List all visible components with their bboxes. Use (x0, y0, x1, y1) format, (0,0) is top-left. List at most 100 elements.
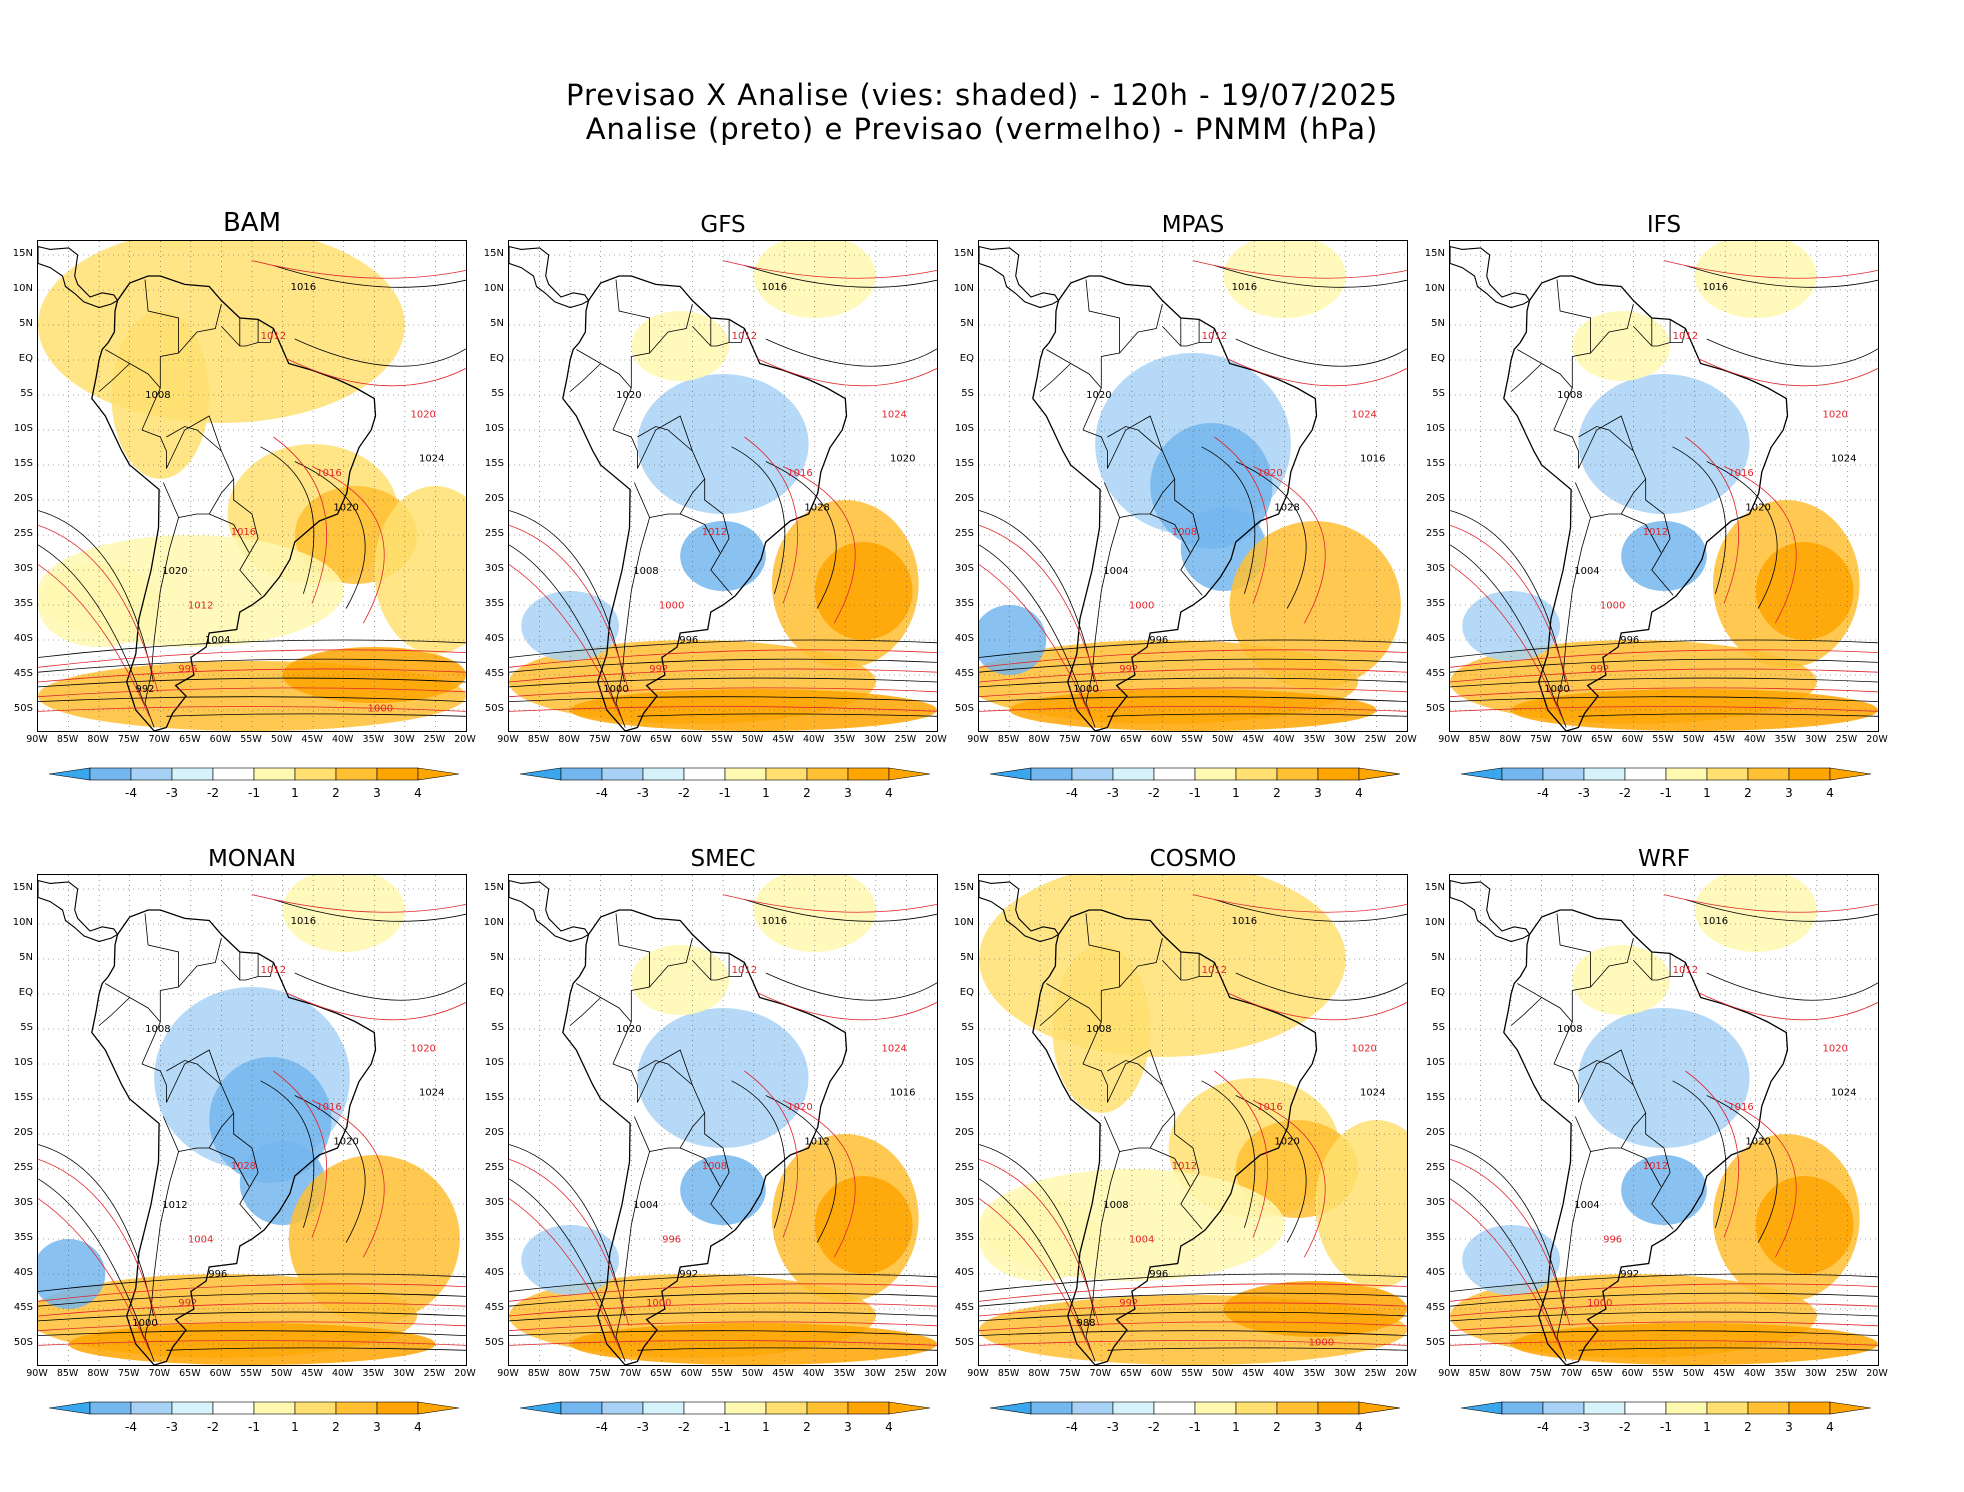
panel-ifs: IFS 1016 1012 1008 1020 1024 1016 1020 1012 1004… (1425, 212, 1888, 858)
analysis-isobar (1214, 265, 1407, 288)
country-border (1103, 1112, 1176, 1152)
lat-tick-label: 10N (483, 283, 504, 294)
country-border (1621, 1147, 1662, 1187)
analysis-isobar (38, 544, 146, 707)
colorbar-segment (1624, 767, 1667, 781)
isobar-label: 1024 (1351, 409, 1376, 420)
lon-tick-label: 30W (1805, 734, 1827, 745)
lon-tick-label: 60W (1150, 1368, 1173, 1379)
lon-tick-label: 50W (1682, 734, 1705, 745)
country-border (1119, 937, 1163, 988)
lon-tick-label: 90W (1438, 1368, 1460, 1379)
colorbar-tick-label: -4 (1537, 1420, 1549, 1434)
lat-tick-label: 10N (1424, 917, 1445, 928)
lon-tick-label: 20W (1866, 1368, 1888, 1379)
country-border (221, 960, 274, 981)
colorbar-arrow-low (989, 767, 1032, 781)
forecast-isobar (979, 687, 1407, 698)
lat-tick-label: 45S (13, 1302, 33, 1313)
country-border (615, 1151, 650, 1362)
bias-blob (637, 374, 809, 514)
analysis-isobar (1450, 1330, 1878, 1336)
forecast-isobar (979, 668, 1407, 683)
colorbar-arrow-high (1358, 1401, 1401, 1415)
grid-lines (979, 875, 1407, 1365)
colorbar-tick-label: -2 (1148, 1420, 1160, 1434)
lat-tick-label: 40S (13, 1267, 33, 1278)
colorbar-segment (560, 767, 603, 781)
lon-tick-label: 65W (650, 734, 672, 745)
colorbar-arrow-high (1829, 767, 1872, 781)
bias-shading (979, 241, 1401, 731)
isobar-label: 992 (679, 1269, 698, 1280)
colorbar-segment (1501, 1401, 1544, 1415)
lon-tick-label: 30W (393, 734, 415, 745)
forecast-isobar (38, 524, 159, 692)
lon-tick-label: 35W (833, 1368, 856, 1379)
analysis-isobar (1214, 899, 1407, 922)
lon-tick-label: 40W (1743, 1368, 1766, 1379)
analysis-isobar (979, 1311, 1407, 1322)
isobar-label: 1016 (1232, 282, 1257, 293)
colorbar-segment (847, 767, 890, 781)
figure-title-line-1: Previsao X Analise (vies: shaded) - 120h… (566, 78, 1398, 112)
lat-tick-label: 30S (1425, 1197, 1445, 1208)
central-america-coastline (1450, 246, 1531, 309)
isobar-label: 1016 (1728, 468, 1753, 479)
country-border (209, 1147, 250, 1187)
forecast-isobars (38, 894, 466, 1351)
lat-tick-label: 25S (954, 1162, 974, 1173)
lon-tick-label: 25W (894, 734, 917, 745)
isobar-label: 996 (1149, 1269, 1168, 1280)
analysis-isobar (273, 899, 466, 922)
map-svg: 1016 1012 1020 1024 1020 1016 1028 1012 1008 1000… (509, 241, 937, 731)
south-america-coastline (91, 909, 377, 1365)
country-border (1517, 349, 1573, 389)
country-border (637, 426, 693, 452)
analysis-isobar (1450, 677, 1878, 688)
country-border (105, 349, 161, 389)
lon-tick-label: 30W (1334, 1368, 1356, 1379)
forecast-isobar (311, 1100, 385, 1258)
lat-tick-label: 10S (13, 423, 33, 434)
isobar-label: 992 (1620, 1269, 1639, 1280)
lon-tick-label: 90W (497, 1368, 519, 1379)
lat-tick-label: 35S (1425, 598, 1445, 609)
bias-blob (637, 1008, 809, 1148)
country-border (1621, 513, 1662, 553)
map-svg: 1016 1012 1020 1024 1016 1020 1028 1008 1004 1000… (979, 241, 1407, 731)
lon-tick-label: 30W (864, 734, 886, 745)
colorbar-segment (1153, 1401, 1196, 1415)
lon-tick-label: 80W (558, 1368, 580, 1379)
isobar-label: 1004 (633, 1200, 658, 1211)
lat-tick-label: 20S (13, 493, 33, 504)
isobar-label: 1024 (1360, 1088, 1385, 1099)
colorbar-segment (847, 1401, 890, 1415)
isobar-label: 1008 (145, 390, 170, 401)
lon-tick-label: 90W (967, 734, 989, 745)
forecast-isobar (1663, 894, 1878, 913)
colorbar-segment (1665, 767, 1708, 781)
colorbar-tick-label: -3 (166, 786, 178, 800)
map-svg: 1016 1012 1020 1024 1016 1020 1012 1008 1004 996 9… (509, 875, 937, 1365)
analysis-isobar (509, 1330, 937, 1336)
bias-blob (753, 875, 876, 952)
map-area: 1016 1012 1008 1020 1024 1016 1020 1012 1008 1004… (978, 874, 1408, 1366)
bias-blob (1578, 374, 1750, 514)
isobar-label: 996 (208, 1269, 227, 1280)
forecast-isobar (1192, 260, 1407, 279)
forecast-isobar (979, 1302, 1407, 1317)
forecast-isobar (509, 1321, 937, 1332)
bias-blob (111, 311, 210, 479)
map-area: 1016 1012 1008 1020 1024 1016 1020 1028 1012 1004… (37, 874, 467, 1366)
lon-tick-label: 35W (1303, 734, 1326, 745)
lat-tick-label: 20S (484, 493, 504, 504)
lon-tick-label: 75W (1058, 1368, 1081, 1379)
isobar-label: 1020 (333, 503, 358, 514)
forecast-isobar (1698, 358, 1878, 387)
analysis-isobar (38, 696, 466, 702)
colorbar-tick-label: -4 (1066, 786, 1078, 800)
analysis-isobar (765, 972, 937, 1001)
isobar-label: 996 (1620, 635, 1639, 646)
colorbar-segment (253, 1401, 296, 1415)
